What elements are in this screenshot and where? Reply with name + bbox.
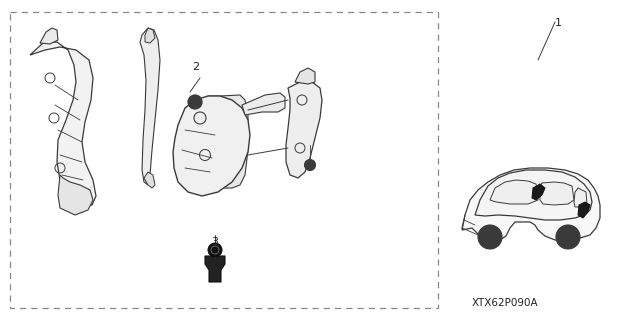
Polygon shape [574, 188, 587, 207]
Text: XTX62P090A: XTX62P090A [472, 298, 538, 308]
Polygon shape [475, 170, 592, 220]
Polygon shape [58, 175, 93, 215]
Circle shape [188, 95, 202, 109]
Polygon shape [242, 93, 285, 115]
Circle shape [305, 160, 316, 170]
Polygon shape [578, 202, 590, 218]
Polygon shape [140, 28, 160, 185]
Polygon shape [490, 180, 538, 204]
Polygon shape [40, 28, 58, 44]
Polygon shape [30, 42, 96, 205]
Polygon shape [540, 182, 574, 205]
Polygon shape [205, 256, 225, 282]
Polygon shape [145, 28, 155, 43]
Polygon shape [173, 96, 250, 196]
Polygon shape [144, 172, 155, 188]
Polygon shape [295, 68, 315, 84]
Circle shape [208, 243, 222, 257]
Polygon shape [286, 82, 322, 178]
Text: 1: 1 [554, 18, 561, 28]
Circle shape [478, 225, 502, 249]
Polygon shape [532, 184, 545, 200]
Circle shape [556, 225, 580, 249]
Polygon shape [462, 168, 600, 240]
Bar [10, 12, 438, 308]
Text: 2: 2 [193, 62, 200, 72]
Polygon shape [208, 95, 248, 192]
Text: 3: 3 [211, 237, 218, 247]
